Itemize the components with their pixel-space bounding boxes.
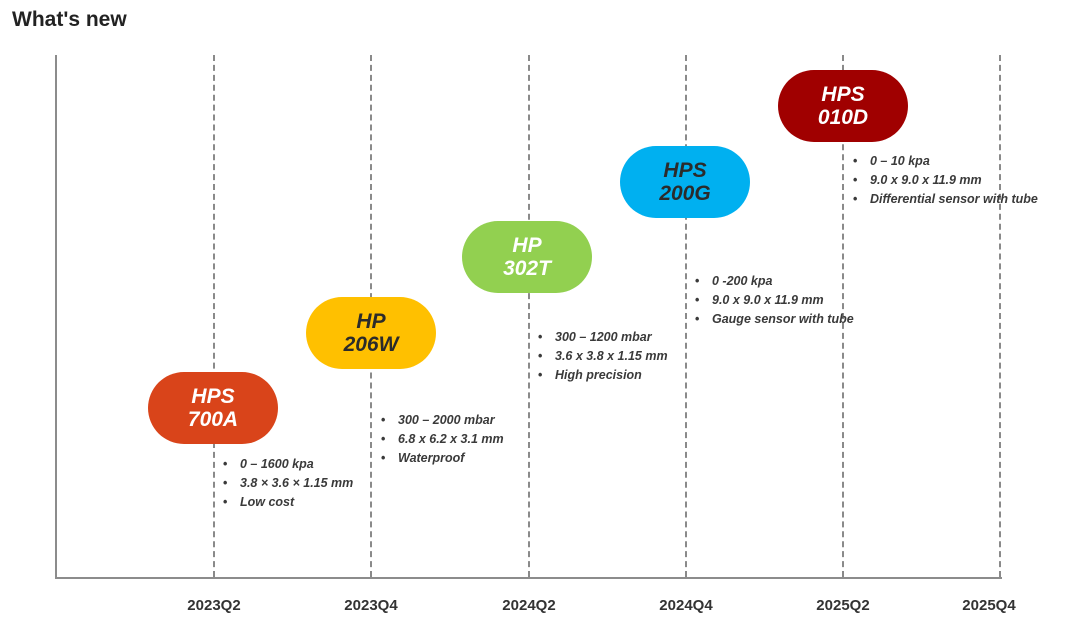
spec-item: 3.8 × 3.6 × 1.15 mm	[222, 474, 353, 493]
spec-item: Differential sensor with tube	[852, 190, 1038, 209]
gridline-2024q2	[528, 55, 530, 577]
x-tick-label: 2023Q2	[187, 597, 241, 614]
spec-item: 6.8 x 6.2 x 3.1 mm	[380, 430, 504, 449]
product-model-label: 010D	[817, 106, 869, 129]
product-model-label: 200G	[659, 182, 711, 205]
gridline-2024q4	[685, 55, 687, 577]
page-title: What's new	[12, 8, 127, 31]
product-badge-hp-302t: HP 302T	[462, 221, 592, 293]
spec-item: High precision	[537, 366, 668, 385]
gridline-2025q4	[999, 55, 1001, 577]
product-series-label: HPS	[821, 83, 865, 106]
spec-item: 3.6 x 3.8 x 1.15 mm	[537, 347, 668, 366]
x-tick-label: 2025Q2	[816, 597, 870, 614]
gridline-2023q2	[213, 55, 215, 577]
x-tick-label: 2025Q4	[962, 597, 1016, 614]
x-tick-label: 2023Q4	[344, 597, 398, 614]
spec-item: 300 – 1200 mbar	[537, 328, 668, 347]
product-badge-hps-700a: HPS 700A	[148, 372, 278, 444]
x-axis-line	[55, 577, 1002, 579]
x-tick-label: 2024Q4	[659, 597, 713, 614]
spec-list-hps-010d: 0 – 10 kpa 9.0 x 9.0 x 11.9 mm Different…	[852, 152, 1038, 209]
spec-item: 0 – 10 kpa	[852, 152, 1038, 171]
y-axis-line	[55, 55, 57, 579]
spec-list-hps-200g: 0 -200 kpa 9.0 x 9.0 x 11.9 mm Gauge sen…	[694, 272, 854, 329]
spec-item: 0 – 1600 kpa	[222, 455, 353, 474]
spec-item: Waterproof	[380, 449, 504, 468]
product-model-label: 700A	[187, 408, 239, 431]
spec-item: 0 -200 kpa	[694, 272, 854, 291]
x-tick-label: 2024Q2	[502, 597, 556, 614]
product-badge-hps-010d: HPS 010D	[778, 70, 908, 142]
product-model-label: 206W	[343, 333, 399, 356]
spec-list-hp-302t: 300 – 1200 mbar 3.6 x 3.8 x 1.15 mm High…	[537, 328, 668, 385]
spec-list-hps-700a: 0 – 1600 kpa 3.8 × 3.6 × 1.15 mm Low cos…	[222, 455, 353, 512]
product-model-label: 302T	[503, 257, 551, 280]
product-series-label: HP	[356, 310, 386, 333]
spec-item: 9.0 x 9.0 x 11.9 mm	[852, 171, 1038, 190]
product-series-label: HPS	[663, 159, 707, 182]
product-series-label: HP	[512, 234, 542, 257]
product-badge-hp-206w: HP 206W	[306, 297, 436, 369]
product-series-label: HPS	[191, 385, 235, 408]
spec-list-hp-206w: 300 – 2000 mbar 6.8 x 6.2 x 3.1 mm Water…	[380, 411, 504, 468]
spec-item: 300 – 2000 mbar	[380, 411, 504, 430]
product-badge-hps-200g: HPS 200G	[620, 146, 750, 218]
spec-item: Gauge sensor with tube	[694, 310, 854, 329]
spec-item: Low cost	[222, 493, 353, 512]
spec-item: 9.0 x 9.0 x 11.9 mm	[694, 291, 854, 310]
